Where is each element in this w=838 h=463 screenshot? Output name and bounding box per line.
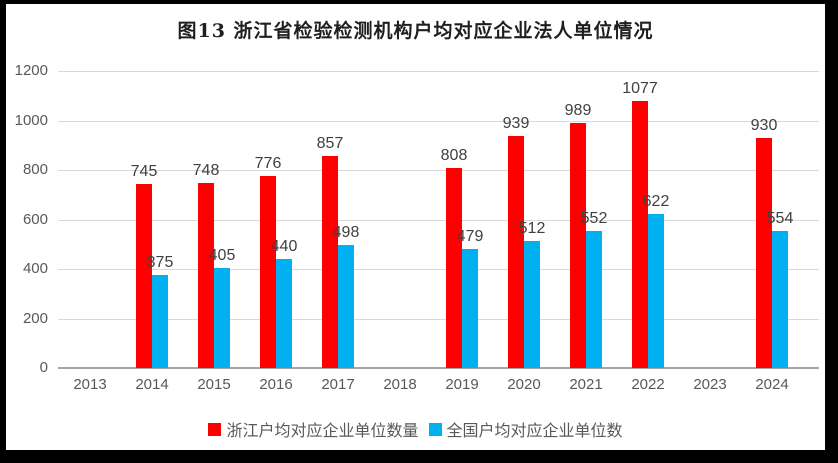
data-label: 1077: [622, 80, 658, 98]
y-tick-label: 0: [39, 359, 48, 376]
grid-line: [58, 219, 819, 221]
legend-label-national: 全国户均对应企业单位数: [446, 423, 623, 440]
bar-chart: 图13 浙江省检验检测机构户均对应企业法人单位情况 745 375 748 405 77…: [6, 4, 825, 450]
plot-area: 745 375 748 405 776 440 857 498 808 479 939 512 989 5…: [58, 71, 819, 369]
x-tick-label: 2021: [569, 376, 603, 393]
x-tick-label: 2013: [73, 376, 107, 393]
national-bar-2014: [152, 275, 168, 368]
zhejiang-bar-2022: [632, 101, 648, 368]
data-label: 989: [564, 102, 592, 120]
x-tick-label: 2024: [755, 376, 789, 393]
legend-label-zhejiang: 浙江户均对应企业单位数量: [226, 423, 419, 440]
x-tick-label: 2023: [693, 376, 727, 393]
legend-swatch-blue-icon: [428, 422, 442, 436]
data-label: 375: [146, 254, 174, 272]
legend-item-national: 全国户均对应企业单位数: [428, 417, 623, 441]
data-label: 405: [208, 246, 236, 264]
legend-swatch-red-icon: [208, 422, 222, 436]
grid-line: [58, 170, 819, 171]
national-bar-2017: [338, 244, 354, 368]
chart-title: 图13 浙江省检验检测机构户均对应企业法人单位情况: [177, 20, 654, 42]
national-bar-2020: [524, 241, 540, 368]
zhejiang-bar-2015: [198, 182, 214, 368]
legend: 浙江户均对应企业单位数量 全国户均对应企业单位数: [6, 417, 825, 441]
zhejiang-bar-2020: [508, 135, 524, 368]
x-tick-label: 2019: [445, 376, 479, 393]
grid-line: [58, 120, 819, 122]
data-label: 622: [642, 193, 670, 211]
data-label: 498: [332, 223, 360, 241]
grid-line: [58, 269, 819, 270]
data-label: 479: [456, 228, 484, 246]
data-label: 930: [750, 116, 778, 134]
x-tick-label: 2016: [259, 376, 293, 393]
data-label: 808: [440, 147, 468, 165]
data-label: 440: [270, 238, 298, 256]
zhejiang-bar-2019: [446, 168, 462, 368]
x-tick-label: 2017: [321, 376, 355, 393]
national-bar-2024: [772, 230, 788, 368]
x-tick-label: 2018: [383, 376, 417, 393]
grid-line: [58, 71, 819, 72]
x-tick-label: 2022: [631, 376, 665, 393]
data-label: 939: [502, 114, 530, 132]
data-label: 857: [316, 134, 344, 152]
national-bar-2016: [276, 259, 292, 368]
y-tick-label: 600: [22, 210, 48, 228]
national-bar-2015: [214, 267, 230, 368]
zhejiang-bar-2024: [756, 137, 772, 368]
grid-line: [58, 318, 819, 320]
y-tick-label: 400: [22, 260, 48, 277]
x-tick-label: 2015: [197, 376, 231, 393]
national-bar-2021: [586, 231, 602, 368]
data-label: 745: [130, 162, 158, 180]
zhejiang-bar-2016: [260, 175, 276, 368]
y-tick-label: 800: [22, 161, 48, 178]
data-label: 554: [766, 209, 794, 227]
data-label: 776: [254, 154, 282, 172]
national-bar-2022: [648, 214, 664, 368]
data-label: 512: [518, 220, 546, 238]
x-tick-label: 2014: [135, 376, 169, 393]
zhejiang-bar-2014: [136, 183, 152, 368]
y-tick-label: 1200: [14, 62, 48, 79]
data-label: 552: [580, 210, 608, 228]
zhejiang-bar-2021: [570, 123, 586, 368]
x-tick-label: 2020: [507, 376, 541, 393]
x-axis-line: [58, 367, 819, 369]
y-tick-label: 200: [22, 309, 48, 327]
y-tick-label: 1000: [14, 111, 48, 129]
national-bar-2019: [462, 249, 478, 368]
data-label: 748: [192, 161, 220, 179]
zhejiang-bar-2017: [322, 155, 338, 368]
legend-item-zhejiang: 浙江户均对应企业单位数量: [208, 417, 419, 441]
